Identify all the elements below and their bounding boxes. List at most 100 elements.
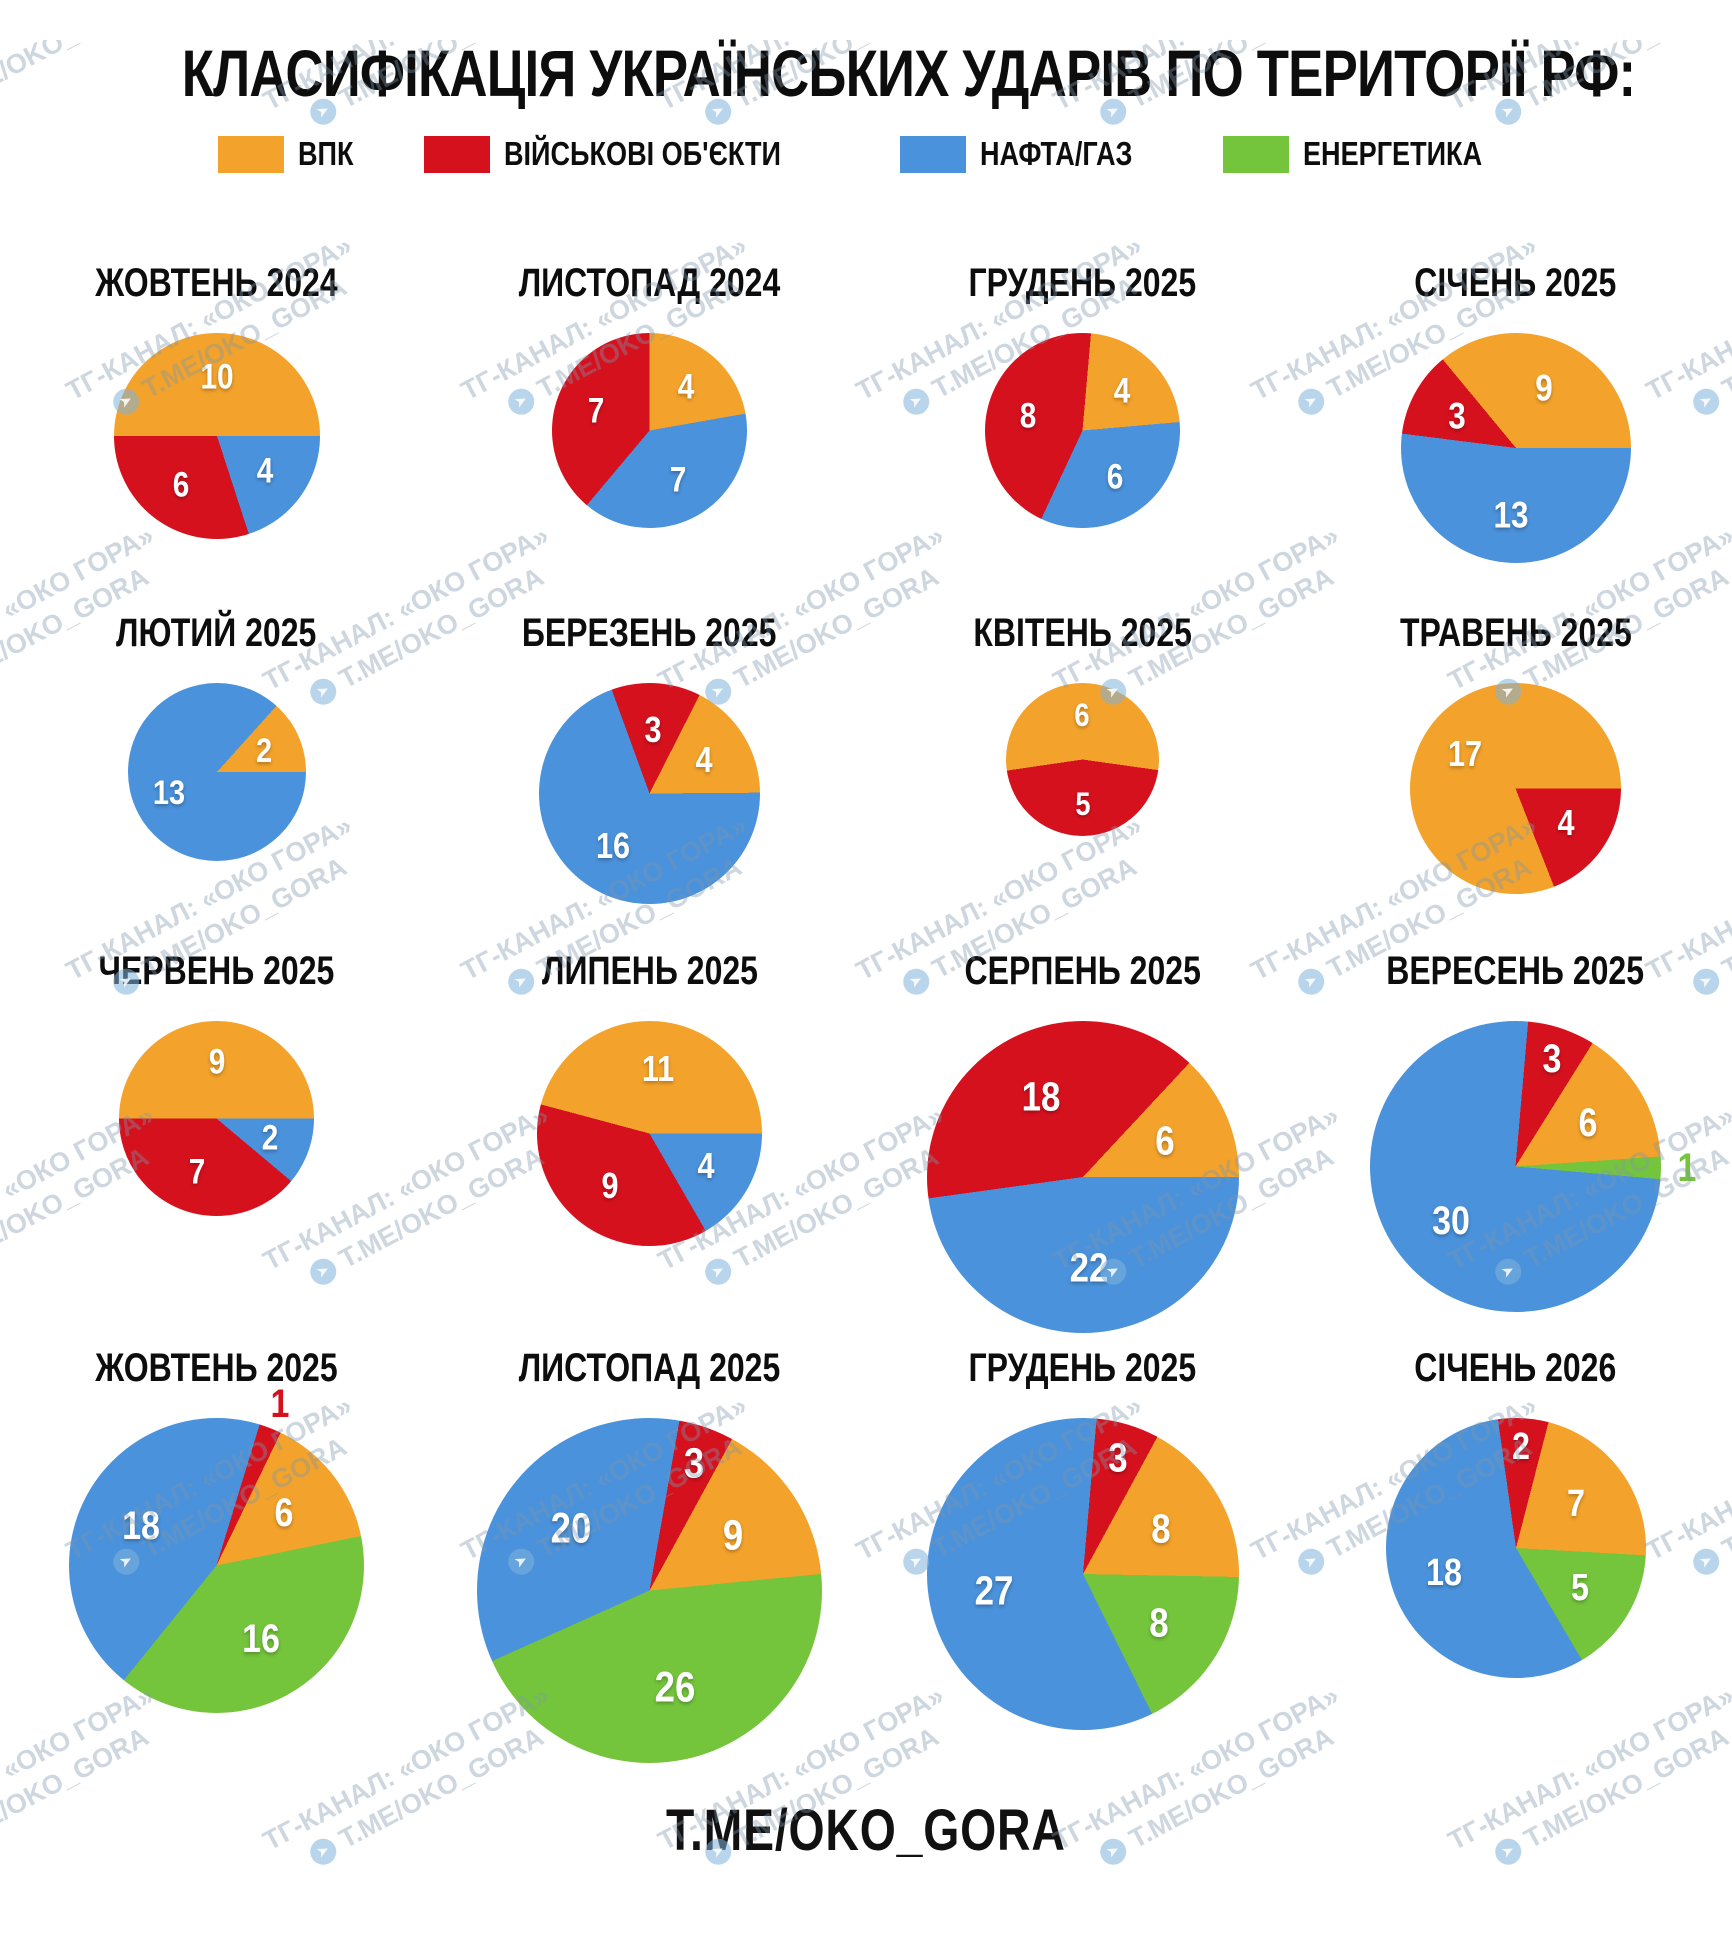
pie-slice-label: 3 bbox=[1107, 1434, 1128, 1481]
charts-row-4: ЖОВТЕНЬ 2025 1 6 16 18 ЛИСТОПАД 2025 3 9 26 20 ГРУ… bbox=[0, 1346, 1732, 1791]
pie-slice-label: 4 bbox=[256, 451, 274, 491]
pie-chart-title: СІЧЕНЬ 2025 bbox=[1414, 261, 1617, 306]
pie-slice-label: 2 bbox=[1512, 1426, 1531, 1469]
pie-wrap: 13 3 9 bbox=[1400, 307, 1631, 611]
legend-swatch-energy bbox=[1223, 135, 1290, 173]
pie-slice-label: 7 bbox=[588, 391, 605, 431]
pie-chart-title: ЖОВТЕНЬ 2024 bbox=[95, 261, 338, 306]
pie-chart-cell: ТРАВЕНЬ 2025 4 17 bbox=[1299, 611, 1732, 949]
pie-slice-label: 6 bbox=[274, 1491, 294, 1536]
pie-chart-cell: СЕРПЕНЬ 2025 6 22 18 bbox=[866, 949, 1299, 1346]
pie-slice-label: 16 bbox=[242, 1616, 280, 1661]
pie-wrap: 2 13 bbox=[127, 657, 306, 949]
legend-label: ЕНЕРГЕТИКА bbox=[1303, 135, 1483, 173]
pie-slice-label: 5 bbox=[1570, 1566, 1589, 1609]
pie-chart-cell: ЛЮТИЙ 2025 2 13 bbox=[0, 611, 433, 949]
page-title: КЛАСИФІКАЦІЯ УКРАЇНСЬКИХ УДАРІВ ПО ТЕРИТ… bbox=[181, 36, 1636, 110]
pie-chart: 4 17 bbox=[1410, 683, 1621, 895]
pie-slice-label: 27 bbox=[974, 1567, 1013, 1614]
legend-swatch-military bbox=[423, 135, 490, 173]
pie-slice-label: 4 bbox=[697, 1145, 715, 1187]
pie-chart-title: БЕРЕЗЕНЬ 2025 bbox=[522, 611, 777, 656]
pie-chart-cell: ЖОВТЕНЬ 2024 10 4 6 bbox=[0, 261, 433, 611]
pie-slice-label: 4 bbox=[1557, 802, 1575, 844]
pie-slice-label: 11 bbox=[641, 1048, 675, 1090]
footer: T.ME/OKO_GORA bbox=[0, 1797, 1732, 1864]
pie-chart-title: ЧЕРВЕНЬ 2025 bbox=[98, 949, 335, 994]
pie-slice-label: 26 bbox=[654, 1663, 696, 1712]
pie-chart: 6 22 18 bbox=[926, 1021, 1239, 1334]
legend-item-energy: ЕНЕРГЕТИКА bbox=[1223, 135, 1521, 173]
pie-slice-label: 6 bbox=[1578, 1101, 1598, 1146]
pie-chart: 2 7 5 18 bbox=[1385, 1418, 1646, 1679]
pie-slice-label: 4 bbox=[677, 367, 695, 407]
pie-slice-label: 4 bbox=[1114, 371, 1131, 411]
pie-slice-label: 18 bbox=[1021, 1073, 1061, 1120]
pie-chart-cell: ЖОВТЕНЬ 2025 1 6 16 18 bbox=[0, 1346, 433, 1791]
pie-wrap: 1 6 16 18 bbox=[69, 1384, 364, 1791]
legend-label: НАФТА/ГАЗ bbox=[979, 135, 1133, 173]
pie-wrap: 4 6 8 bbox=[985, 307, 1180, 611]
pie-slice-label: 7 bbox=[188, 1152, 206, 1192]
pie-chart-title: ЛИСТОПАД 2024 bbox=[518, 261, 781, 306]
pie-chart-cell: ВЕРЕСЕНЬ 2025 3 6 1 30 bbox=[1299, 949, 1732, 1346]
legend-swatch-oil_gas bbox=[899, 135, 966, 173]
pie-slice-label: 6 bbox=[1074, 697, 1090, 734]
pie-wrap: 3 9 26 20 bbox=[477, 1392, 822, 1791]
pie-chart: 2 13 bbox=[127, 683, 306, 862]
pie-chart-title: ВЕРЕСЕНЬ 2025 bbox=[1386, 949, 1645, 994]
page-title-row: КЛАСИФІКАЦІЯ УКРАЇНСЬКИХ УДАРІВ ПО ТЕРИТ… bbox=[0, 36, 1732, 110]
pie-slice-label: 9 bbox=[722, 1511, 744, 1560]
pie-chart-title: ЛИСТОПАД 2025 bbox=[518, 1346, 781, 1391]
pie-slice-label: 18 bbox=[1426, 1552, 1463, 1595]
pie-chart-cell: ГРУДЕНЬ 2025 4 6 8 bbox=[866, 261, 1299, 611]
pie-slice-label: 9 bbox=[601, 1164, 619, 1206]
pie-chart: 4 7 7 bbox=[552, 333, 747, 529]
pie-slice-label: 1 bbox=[270, 1382, 290, 1427]
pie-chart-cell: ЛИСТОПАД 2024 4 7 7 bbox=[433, 261, 866, 611]
pie-slice-label: 18 bbox=[122, 1503, 160, 1548]
pie-chart-title: ЖОВТЕНЬ 2025 bbox=[95, 1346, 338, 1391]
legend-label: ВІЙСЬКОВІ ОБ'ЄКТИ bbox=[503, 135, 781, 173]
pie-chart: 11 4 9 bbox=[537, 1021, 762, 1247]
pie-slice-label: 5 bbox=[1075, 786, 1091, 823]
pie-chart: 4 6 8 bbox=[985, 333, 1180, 529]
pie-chart-cell: СІЧЕНЬ 2025 13 3 9 bbox=[1299, 261, 1732, 611]
pie-wrap: 6 22 18 bbox=[926, 995, 1239, 1346]
pie-chart-cell: ГРУДЕНЬ 2025 3 8 8 27 bbox=[866, 1346, 1299, 1791]
legend-item-military: ВІЙСЬКОВІ ОБ'ЄКТИ bbox=[423, 135, 842, 173]
pie-wrap: 10 4 6 bbox=[113, 307, 320, 611]
pie-slice-label: 6 bbox=[1155, 1117, 1176, 1164]
charts-row-2: ЛЮТИЙ 2025 2 13 БЕРЕЗЕНЬ 2025 3 4 16 КВІТЕНЬ 20… bbox=[0, 611, 1732, 949]
pie-wrap: 11 4 9 bbox=[537, 995, 762, 1346]
pie-slice-label: 22 bbox=[1069, 1244, 1109, 1291]
pie-slice-label: 3 bbox=[683, 1439, 705, 1488]
pie-slice-label: 6 bbox=[173, 465, 190, 505]
pie-slice-label: 2 bbox=[261, 1118, 278, 1158]
pie-chart-title: СІЧЕНЬ 2026 bbox=[1414, 1346, 1617, 1391]
pie-chart: 3 6 1 30 bbox=[1370, 1021, 1696, 1313]
pie-chart-cell: ЧЕРВЕНЬ 2025 9 2 7 bbox=[0, 949, 433, 1346]
pie-slice-label: 1 bbox=[1677, 1146, 1697, 1191]
pie-chart-cell: ЛИПЕНЬ 2025 11 4 9 bbox=[433, 949, 866, 1346]
pie-chart-title: КВІТЕНЬ 2025 bbox=[973, 611, 1192, 656]
pie-chart: 1 6 16 18 bbox=[69, 1384, 364, 1714]
pie-chart: 3 9 26 20 bbox=[477, 1418, 822, 1764]
legend: ВПК ВІЙСЬКОВІ ОБ'ЄКТИ НАФТА/ГАЗ ЕНЕРГЕТИКА bbox=[218, 135, 1732, 173]
pie-chart: 3 8 8 27 bbox=[926, 1418, 1239, 1731]
charts-row-1: ЖОВТЕНЬ 2024 10 4 6 ЛИСТОПАД 2024 4 7 7 ГРУДЕНЬ … bbox=[0, 261, 1732, 611]
pie-slice-label: 3 bbox=[1542, 1037, 1561, 1082]
pie-chart-title: ГРУДЕНЬ 2025 bbox=[968, 261, 1197, 306]
pie-slice-label: 3 bbox=[1448, 395, 1466, 437]
legend-item-oil_gas: НАФТА/ГАЗ bbox=[899, 135, 1166, 173]
pie-chart: 10 4 6 bbox=[113, 333, 320, 540]
pie-slice-label: 8 bbox=[1149, 1599, 1169, 1646]
pie-slice-label: 30 bbox=[1431, 1199, 1470, 1244]
pie-chart-title: ЛЮТИЙ 2025 bbox=[116, 611, 317, 656]
pie-wrap: 3 4 16 bbox=[539, 657, 760, 949]
pie-slice-label: 9 bbox=[1535, 367, 1553, 409]
pie-chart: 13 3 9 bbox=[1400, 333, 1631, 564]
